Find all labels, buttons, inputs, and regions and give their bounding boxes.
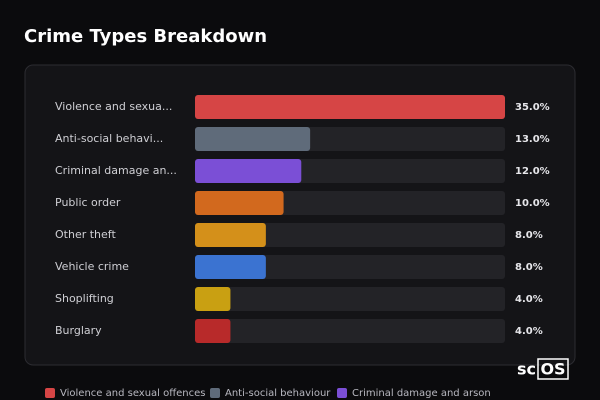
- value-label: 8.0%: [515, 230, 543, 241]
- bar: [195, 159, 302, 183]
- legend-label: Anti-social behaviour: [225, 388, 331, 399]
- value-label: 10.0%: [515, 198, 550, 209]
- legend-swatch: [210, 388, 220, 398]
- category-label: Criminal damage an...: [55, 164, 177, 177]
- logo-prefix: sc: [517, 360, 536, 379]
- value-label: 35.0%: [515, 102, 550, 113]
- value-label: 8.0%: [515, 262, 543, 273]
- logo-box: [537, 358, 569, 380]
- bar: [195, 319, 231, 343]
- legend-swatch: [45, 388, 55, 398]
- value-label: 12.0%: [515, 166, 550, 177]
- category-label: Public order: [55, 196, 121, 209]
- category-label: Vehicle crime: [55, 260, 129, 273]
- bar: [195, 287, 231, 311]
- category-label: Burglary: [55, 324, 102, 337]
- bar: [195, 191, 284, 215]
- value-label: 4.0%: [515, 294, 543, 305]
- bar: [195, 127, 311, 151]
- bar: [195, 223, 266, 247]
- bar-track: [195, 287, 505, 311]
- value-label: 13.0%: [515, 134, 550, 145]
- bar: [195, 255, 266, 279]
- value-label: 4.0%: [515, 326, 543, 337]
- chart-title: Crime Types Breakdown: [24, 26, 267, 47]
- legend-swatch: [337, 388, 347, 398]
- logo-boxed: OS: [540, 360, 565, 379]
- category-label: Anti-social behavi...: [55, 132, 163, 145]
- category-label: Other theft: [55, 228, 116, 241]
- legend-label: Violence and sexual offences: [60, 388, 206, 399]
- category-label: Violence and sexua...: [55, 100, 172, 113]
- category-label: Shoplifting: [55, 292, 114, 305]
- legend-label: Criminal damage and arson: [352, 388, 491, 399]
- bar-track: [195, 223, 505, 247]
- bar: [195, 95, 505, 119]
- bar-track: [195, 319, 505, 343]
- bar-track: [195, 255, 505, 279]
